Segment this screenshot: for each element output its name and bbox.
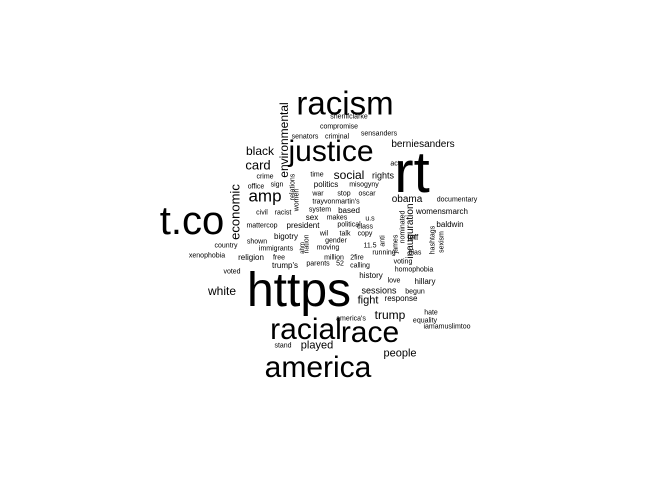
cloud-word-racial: racial [270,313,342,346]
cloud-word-fight: fight [357,294,379,307]
cloud-word-amp: amp [248,186,282,206]
cloud-word-iamamuslimtoo: iamamuslimtoo [423,323,471,331]
cloud-word-environmental: environmental [277,102,291,178]
cloud-word-2fire: 2fire [350,254,364,262]
cloud-word-racism: racism [296,84,394,122]
cloud-word-compromise: compromise [319,123,359,131]
cloud-word-act: act [390,160,400,168]
cloud-word-criminal: criminal [324,133,350,141]
cloud-word-trayvonmartin-s: trayvonmartin's [312,198,360,206]
cloud-word-t-co: t.co [159,199,225,243]
cloud-word-anti: anti [379,235,387,247]
cloud-word-civil: civil [256,209,268,217]
cloud-word-justice: justice [288,135,374,168]
cloud-word-bigotry: bigotry [273,232,299,241]
cloud-word-response: response [384,294,418,303]
cloud-word-country: country [214,242,238,250]
cloud-word-running: running [372,249,396,257]
cloud-word-shown: shown [246,238,268,246]
cloud-word-sexism: sexism [438,231,446,253]
cloud-word-class: class [357,223,373,231]
cloud-word-copy: copy [357,230,373,238]
cloud-word-america: america [264,351,372,384]
cloud-word-begun: begun [405,288,425,296]
cloud-word-office: office [247,183,265,191]
cloud-word-talk: talk [339,230,351,238]
cloud-word-wil: wil [319,230,329,238]
cloud-word-hate: hate [424,309,438,317]
cloud-word-bias: bias [408,249,422,257]
cloud-word-hillary: hillary [414,277,436,286]
cloud-word-immigrants: immigrants [258,245,294,253]
cloud-word-documentary: documentary [436,196,478,204]
cloud-word-senators: senators [291,133,319,141]
cloud-word-million: million [324,254,344,262]
cloud-word-stand: stand [274,342,292,350]
cloud-word-calling: calling [350,262,370,270]
cloud-word-sex: sex [305,213,319,222]
cloud-word-voted: voted [223,268,241,276]
cloud-word-obama: obama [391,194,423,205]
cloud-word-trump: trump [374,308,406,322]
cloud-word-economic: economic [227,184,243,240]
cloud-word-xenophobia: xenophobia [188,252,226,260]
cloud-word-system: system [308,206,332,214]
cloud-word-black: black [245,144,275,158]
cloud-word-based: based [338,206,360,215]
cloud-word-sensanders: sensanders [360,130,398,138]
cloud-word-women: women [293,188,301,212]
cloud-word-homophobia: homophobia [394,266,434,274]
cloud-word-president: president [286,221,320,230]
cloud-word-parents: parents [306,260,330,268]
cloud-word-crime: crime [256,173,274,181]
cloud-word-race: race [340,316,400,349]
cloud-word-war: war [312,190,324,198]
cloud-word-history: history [359,271,383,280]
cloud-word-11-5: 11.5 [363,242,377,250]
cloud-word-moving: moving [316,244,340,252]
cloud-word-makes: makes [326,214,348,222]
cloud-word-america-s: america's [336,315,366,323]
cloud-word-voting: voting [393,258,413,266]
cloud-word-people: people [383,347,417,360]
cloud-word-nominated: nominated [399,210,407,244]
cloud-word-jeff: jeff [407,233,419,242]
cloud-word-oscar: oscar [358,190,376,198]
cloud-word-religion: religion [238,253,264,262]
cloud-word-gender: gender [325,237,347,245]
cloud-word-equality: equality [412,317,438,325]
cloud-word-rt: rt [394,140,430,205]
cloud-word-trump-s: trump's [272,261,298,270]
cloud-word-ahm: ahm [300,242,306,254]
cloud-word-free: free [272,254,286,262]
cloud-word-time: time [310,171,324,179]
cloud-word-sheriffclarke: sheriffclarke [330,113,368,121]
cloud-word-u-s: u.s [365,215,375,223]
cloud-word-misogyny: misogyny [349,181,379,189]
cloud-word-baldwin: baldwin [436,220,464,229]
cloud-word-sessions: sessions [361,285,397,296]
cloud-word-52: 52 [336,260,344,268]
cloud-word-https: https [246,264,352,317]
cloud-word-rights: rights [371,170,395,181]
cloud-word-political: political [337,221,361,229]
cloud-word-love: love [387,277,401,285]
cloud-word-berniesanders: berniesanders [391,139,455,150]
cloud-word-politics: politics [313,180,339,189]
cloud-word-social: social [333,168,365,182]
cloud-word-card: card [245,157,271,173]
cloud-word-racist: racist [274,209,292,217]
cloud-word-played: played [300,339,334,352]
cloud-word-stop: stop [337,190,351,198]
cloud-word-mattercop: mattercop [246,222,278,230]
cloud-word-white: white [207,284,237,298]
cloud-word-womensmarch: womensmarch [415,207,469,216]
cloud-word-hashtags: hashtags [429,225,437,255]
cloud-word-james: james [392,234,400,254]
cloud-word-sign: sign [270,181,284,189]
